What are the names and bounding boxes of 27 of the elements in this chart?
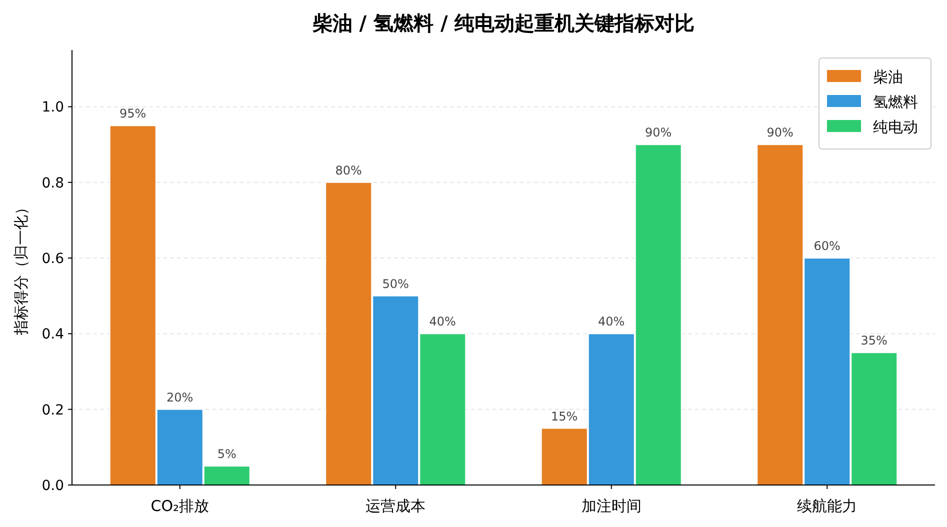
data-label: 80% bbox=[335, 163, 362, 178]
legend-label: 氢燃料 bbox=[873, 93, 918, 111]
data-label: 20% bbox=[166, 390, 194, 404]
chart-title: 柴油 / 氢燃料 / 纯电动起重机关键指标对比 bbox=[311, 11, 695, 35]
legend-label: 纯电动 bbox=[873, 118, 918, 136]
x-tick-label: 续航能力 bbox=[797, 497, 858, 515]
y-tick-label: 0.6 bbox=[42, 251, 64, 268]
y-tick-label: 0.4 bbox=[42, 326, 64, 343]
data-label: 90% bbox=[645, 126, 672, 140]
x-tick-label: 运营成本 bbox=[366, 497, 426, 515]
data-label: 90% bbox=[766, 126, 794, 140]
x-tick-label: 加注时间 bbox=[581, 497, 642, 515]
data-label: 40% bbox=[429, 314, 456, 329]
data-label: 35% bbox=[860, 334, 888, 348]
y-axis-title: 指标得分（归一化） bbox=[12, 200, 30, 336]
data-label: 60% bbox=[814, 239, 840, 254]
y-tick-label: 0.2 bbox=[42, 402, 64, 418]
data-label: 50% bbox=[382, 276, 409, 291]
y-tick-label: 0.8 bbox=[42, 175, 64, 192]
y-tick-label: 0.0 bbox=[42, 478, 64, 494]
data-label: 15% bbox=[551, 409, 578, 424]
x-tick-label: CO₂排放 bbox=[150, 497, 210, 515]
data-label: 95% bbox=[120, 106, 146, 121]
data-label: 40% bbox=[598, 314, 625, 329]
legend-label: 柴油 bbox=[873, 68, 903, 86]
data-label: 5% bbox=[217, 447, 236, 462]
y-tick-label: 1.0 bbox=[42, 100, 64, 116]
